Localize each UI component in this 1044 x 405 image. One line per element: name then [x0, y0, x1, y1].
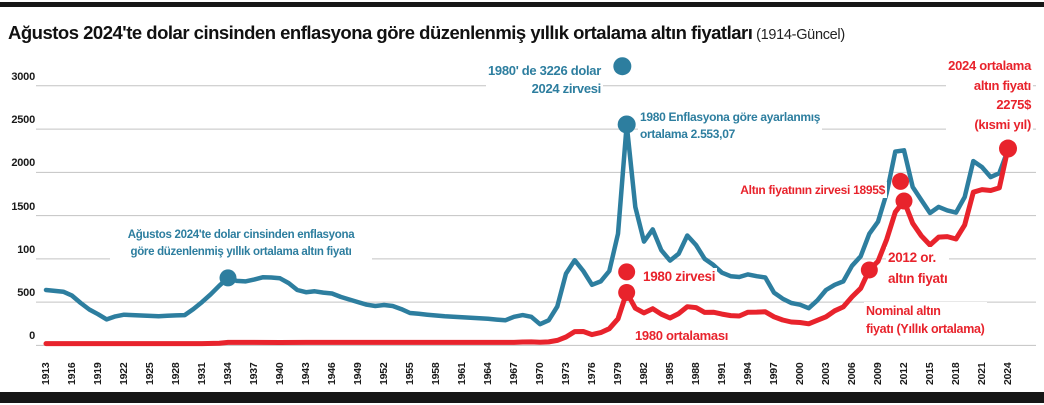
annotation-avg-1980-label-line-1: 1980 ortalaması [635, 328, 729, 343]
x-tick-1943: 1943 [300, 362, 312, 385]
nominal-2008-dot [860, 261, 878, 279]
x-tick-1997: 1997 [768, 362, 780, 385]
nominal-2012-avg-dot [895, 192, 913, 210]
x-tick-1988: 1988 [690, 362, 702, 385]
nominal-2024-dot [999, 139, 1018, 158]
annotation-adjusted-series-label: Ağustos 2024'te dolar cinsinden enflasyo… [110, 227, 372, 261]
annotation-peak-1980-label: 1980 zirvesi [641, 268, 718, 285]
x-tick-1913: 1913 [40, 362, 52, 385]
annotation-avg-2012-label: 2012 or. altın fiyatı [886, 247, 950, 289]
annotation-avg-2553-label-line-2: ortalama 2.553,07 [640, 127, 735, 141]
annotation-nominal-series-label-line-1: Nominal altın [866, 304, 941, 318]
annotation-peak-3226-label-line-1: 1980' de 3226 dolar [487, 63, 601, 78]
annotation-nominal-series-label-line-2: fiyatı (Yıllık ortalama) [866, 322, 985, 336]
annotation-peak-3226-label: 1980' de 3226 dolar 2024 zirvesi [485, 62, 603, 98]
x-tick-1973: 1973 [560, 362, 572, 385]
x-tick-1985: 1985 [664, 362, 676, 385]
x-tick-1958: 1958 [430, 362, 442, 385]
x-tick-1976: 1976 [586, 362, 598, 385]
x-tick-1925: 1925 [144, 362, 156, 385]
page-title-range: (1914-Güncel) [752, 27, 845, 43]
nominal-price-line [43, 146, 1011, 347]
x-tick-2000: 2000 [794, 362, 806, 385]
x-tick-1970: 1970 [534, 362, 546, 385]
annotation-avg-2024-label-line-1: 2024 ortalama [948, 58, 1031, 73]
y-tick-1500: 1500 [11, 200, 35, 213]
y-tick-2500: 2500 [11, 114, 35, 127]
x-tick-1940: 1940 [274, 362, 286, 385]
bottom-rule-bar [0, 392, 1044, 403]
annotation-peak-1980-label-line-1: 1980 zirvesi [643, 269, 716, 284]
annotation-avg-2024-label-line-4: (kısmi yıl) [974, 116, 1031, 132]
annotation-adjusted-series-label-line-1: Ağustos 2024'te dolar cinsinden enflasyo… [127, 229, 355, 241]
x-tick-1928: 1928 [170, 362, 182, 385]
adjusted-1980-avg-dot [617, 115, 636, 134]
y-tick-0: 0 [29, 330, 35, 343]
y-tick-3000: 3000 [11, 70, 35, 83]
x-tick-1964: 1964 [482, 362, 494, 385]
x-tick-1979: 1979 [612, 362, 624, 385]
x-tick-1994: 1994 [742, 362, 754, 385]
x-tick-1916: 1916 [66, 362, 78, 385]
x-tick-2009: 2009 [872, 362, 884, 385]
y-tick-100: 100 [17, 243, 35, 256]
x-tick-1949: 1949 [352, 362, 364, 385]
x-tick-1991: 1991 [716, 362, 728, 385]
annotation-avg-1980-label: 1980 ortalaması [633, 328, 731, 344]
page-title: Ağustos 2024'te dolar cinsinden enflasyo… [8, 22, 845, 44]
annotation-peak-1895-label-line-1: Altın fiyatının zirvesi 1895$ [740, 183, 885, 197]
annotation-adjusted-series-label-line-2: göre düzenlenmiş yıllık ortalama altın f… [130, 246, 352, 258]
x-tick-2006: 2006 [846, 362, 858, 385]
x-tick-1946: 1946 [326, 362, 338, 385]
y-tick-2000: 2000 [11, 157, 35, 170]
x-tick-2003: 2003 [820, 362, 832, 385]
nominal-1980-peak-dot [618, 263, 636, 281]
annotation-avg-2024-label: 2024 ortalama altın fiyatı 2275$ (kısmi yıl… [946, 56, 1033, 134]
nominal-1980-avg-dot [618, 283, 636, 301]
nominal-1895-peak-dot [892, 172, 910, 190]
x-tick-1919: 1919 [92, 362, 104, 385]
annotation-avg-2553-label: 1980 Enflasyona göre ayarlanmış ortalama … [638, 109, 823, 143]
x-tick-1937: 1937 [248, 362, 260, 385]
annotation-avg-2012-label-line-2: altın fiyatı [888, 271, 948, 286]
annotation-avg-2024-label-line-2: altın fiyatı [973, 77, 1031, 93]
adjusted-3226-peak-dot [613, 57, 632, 76]
x-tick-2024: 2024 [1002, 362, 1014, 385]
adjusted-price-line [43, 122, 1011, 327]
x-tick-2018: 2018 [950, 362, 962, 385]
top-rule-bar [0, 2, 1044, 7]
annotation-avg-2553-label-line-1: 1980 Enflasyona göre ayarlanmış [640, 110, 821, 124]
x-tick-1955: 1955 [404, 362, 416, 385]
annotation-avg-2012-label-line-1: 2012 or. [888, 250, 936, 265]
x-tick-1952: 1952 [378, 362, 390, 385]
y-tick-500: 500 [17, 287, 35, 300]
x-tick-1982: 1982 [638, 362, 650, 385]
x-tick-1922: 1922 [118, 362, 130, 385]
x-tick-1931: 1931 [196, 362, 208, 385]
x-tick-1967: 1967 [508, 362, 520, 385]
annotation-peak-3226-label-line-2: 2024 zirvesi [531, 81, 602, 96]
annotation-peak-1895-label: Altın fiyatının zirvesi 1895$ [738, 182, 887, 198]
page-title-main: Ağustos 2024'te dolar cinsinden enflasyo… [8, 22, 753, 43]
adjusted-1934-peak-dot [219, 269, 237, 287]
x-tick-1961: 1961 [456, 362, 468, 385]
annotation-avg-2024-label-line-3: 2275$ [996, 97, 1031, 112]
x-tick-1934: 1934 [222, 362, 234, 385]
x-tick-2012: 2012 [898, 362, 910, 385]
annotation-nominal-series-label: Nominal altın fiyatı (Yıllık ortalama) [864, 302, 987, 338]
x-tick-2021: 2021 [976, 362, 988, 385]
x-tick-2015: 2015 [924, 362, 936, 385]
